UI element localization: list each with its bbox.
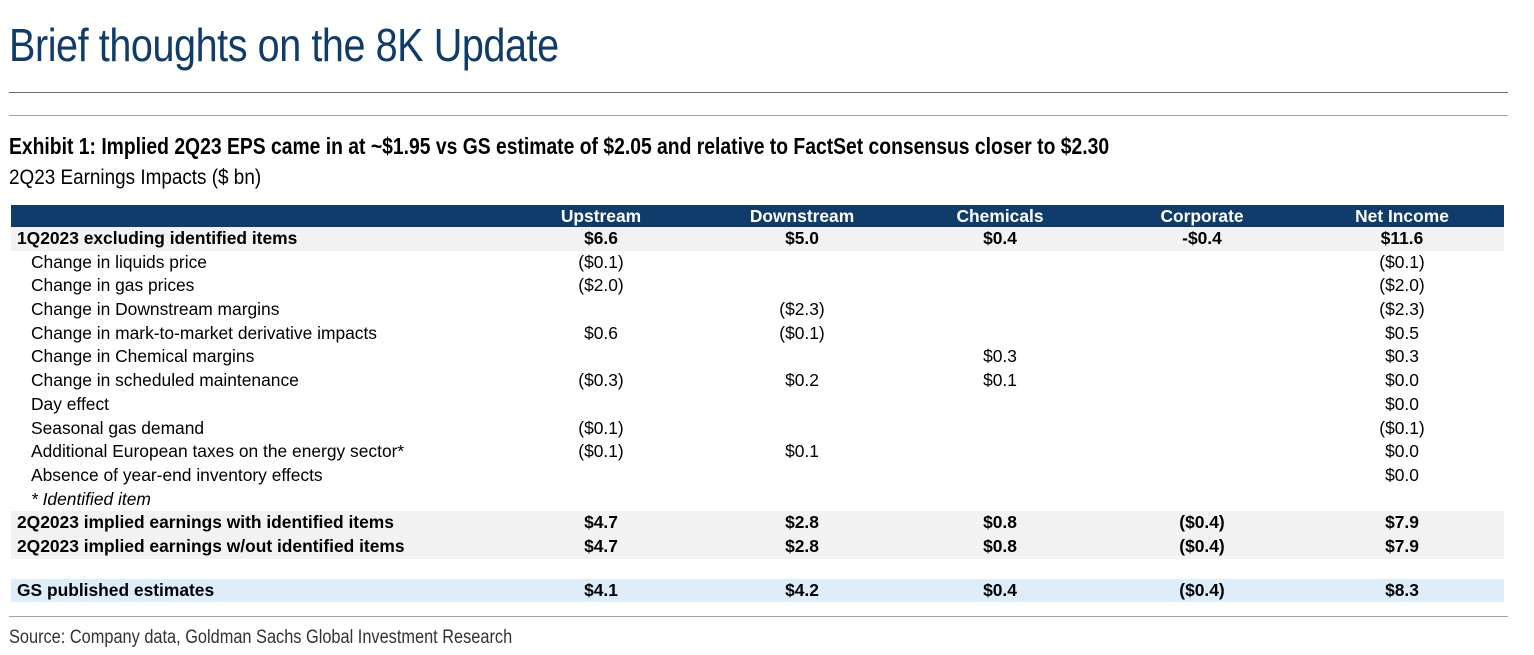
cell-net-income: $0.5 (1385, 322, 1419, 343)
footer-divider (9, 616, 1508, 617)
cell-chemicals: $0.1 (983, 370, 1017, 391)
row-label: Change in liquids price (31, 251, 207, 272)
table-footnote-row: * Identified item (11, 488, 1504, 512)
cell-upstream: ($0.1) (578, 417, 624, 438)
column-header-chemicals: Chemicals (956, 206, 1044, 226)
table-row: Seasonal gas demand ($0.1) ($0.1) (11, 417, 1504, 441)
exhibit-subtitle: 2Q23 Earnings Impacts ($ bn) (9, 166, 262, 189)
row-label: 2Q2023 implied earnings w/out identified… (17, 535, 405, 556)
cell-corporate: ($0.4) (1179, 512, 1225, 533)
cell-net-income: ($2.3) (1379, 299, 1425, 320)
cell-net-income: ($0.1) (1379, 251, 1425, 272)
row-label: Change in mark-to-market derivative impa… (31, 322, 378, 343)
page-title: Brief thoughts on the 8K Update (9, 19, 559, 71)
table-row: Additional European taxes on the energy … (11, 440, 1504, 464)
cell-net-income: $0.0 (1385, 441, 1419, 462)
cell-chemicals: $0.4 (983, 579, 1017, 600)
cell-net-income: ($2.0) (1379, 275, 1425, 296)
table-row: Change in Downstream margins ($2.3) ($2.… (11, 298, 1504, 322)
table-row: Change in scheduled maintenance ($0.3) $… (11, 369, 1504, 393)
cell-downstream: $0.1 (785, 441, 819, 462)
cell-net-income: $7.9 (1385, 535, 1419, 556)
cell-chemicals: $0.4 (983, 228, 1017, 248)
cell-corporate: -$0.4 (1182, 228, 1222, 248)
cell-downstream: $2.8 (785, 512, 819, 533)
cell-chemicals: $0.8 (983, 512, 1017, 533)
exhibit-title: Exhibit 1: Implied 2Q23 EPS came in at ~… (9, 133, 1110, 159)
section-divider (9, 115, 1508, 116)
row-label: Day effect (31, 393, 109, 414)
cell-upstream: ($0.1) (578, 251, 624, 272)
row-label: Change in Chemical margins (31, 346, 255, 367)
cell-corporate: ($0.4) (1179, 579, 1225, 600)
cell-downstream: $5.0 (785, 228, 819, 248)
table-row: Change in mark-to-market derivative impa… (11, 322, 1504, 346)
table-row-2q2023-with-items: 2Q2023 implied earnings with identified … (11, 511, 1504, 535)
cell-upstream: $4.1 (584, 579, 618, 600)
row-label: 2Q2023 implied earnings with identified … (17, 512, 394, 533)
table-row: Change in gas prices ($2.0) ($2.0) (11, 274, 1504, 298)
cell-chemicals: $0.8 (983, 535, 1017, 556)
cell-net-income: $0.3 (1385, 346, 1419, 367)
table-row-2q2023-without-items: 2Q2023 implied earnings w/out identified… (11, 534, 1504, 559)
cell-upstream: ($2.0) (578, 275, 624, 296)
cell-downstream: $2.8 (785, 535, 819, 556)
column-header-upstream: Upstream (560, 206, 642, 226)
row-label: Change in gas prices (31, 275, 195, 296)
earnings-impact-table: Upstream Downstream Chemicals Corporate … (11, 205, 1504, 603)
row-label: 1Q2023 excluding identified items (17, 228, 298, 248)
row-label: GS published estimates (17, 579, 215, 600)
cell-upstream: $6.6 (584, 228, 618, 248)
cell-downstream: $4.2 (785, 579, 819, 600)
table-spacer (11, 559, 1504, 579)
column-header-net-income: Net Income (1355, 206, 1449, 226)
source-note: Source: Company data, Goldman Sachs Glob… (9, 627, 513, 648)
cell-upstream: ($0.1) (578, 441, 624, 462)
cell-upstream: ($0.3) (578, 370, 624, 391)
cell-downstream: ($0.1) (779, 322, 825, 343)
cell-net-income: $8.3 (1385, 579, 1419, 600)
cell-downstream: $0.2 (785, 370, 819, 391)
footnote-label: * Identified item (31, 488, 151, 509)
cell-net-income: $0.0 (1385, 393, 1419, 414)
row-label: Additional European taxes on the energy … (31, 441, 405, 462)
cell-corporate: ($0.4) (1179, 535, 1225, 556)
row-label: Absence of year-end inventory effects (31, 464, 323, 485)
cell-upstream: $4.7 (584, 535, 618, 556)
cell-upstream: $4.7 (584, 512, 618, 533)
cell-downstream: ($2.3) (779, 299, 825, 320)
column-header-corporate: Corporate (1160, 206, 1244, 226)
title-divider (9, 92, 1508, 93)
cell-net-income: $0.0 (1385, 370, 1419, 391)
row-label: Change in scheduled maintenance (31, 370, 299, 391)
cell-chemicals: $0.3 (983, 346, 1017, 367)
table-header-row: Upstream Downstream Chemicals Corporate … (11, 205, 1504, 227)
table-row: Absence of year-end inventory effects $0… (11, 464, 1504, 488)
cell-upstream: $0.6 (584, 322, 618, 343)
table-row-gs-estimates: GS published estimates $4.1 $4.2 $0.4 ($… (11, 578, 1504, 603)
cell-net-income: ($0.1) (1379, 417, 1425, 438)
column-header-downstream: Downstream (749, 206, 855, 226)
cell-net-income: $0.0 (1385, 464, 1419, 485)
row-label: Change in Downstream margins (31, 299, 280, 320)
table-row: Change in liquids price ($0.1) ($0.1) (11, 251, 1504, 275)
row-label: Seasonal gas demand (31, 417, 205, 438)
table-row: Day effect $0.0 (11, 393, 1504, 417)
cell-net-income: $7.9 (1385, 512, 1419, 533)
cell-net-income: $11.6 (1380, 228, 1424, 248)
table-row: Change in Chemical margins $0.3 $0.3 (11, 345, 1504, 369)
table-row-1q2023-base: 1Q2023 excluding identified items $6.6 $… (11, 227, 1504, 251)
